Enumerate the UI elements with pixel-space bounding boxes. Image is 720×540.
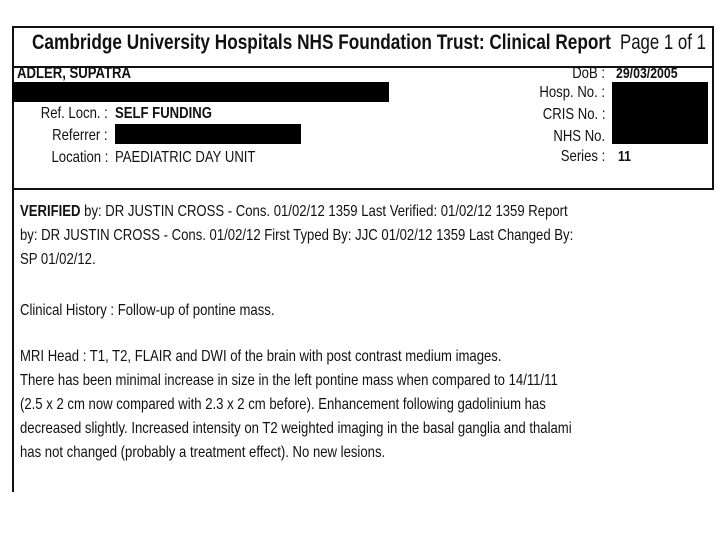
redacted-address [12, 82, 389, 102]
report-header-box [12, 26, 714, 68]
patient-details-box [12, 66, 714, 190]
dob-value: 29/03/2005 [616, 65, 678, 82]
ref-locn-label: Ref. Locn. : [40, 105, 108, 122]
series-label: Series : [560, 148, 605, 165]
report-body-border [12, 188, 14, 492]
verified-line-3: SP 01/02/12. [20, 251, 96, 268]
location-label: Location : [51, 149, 108, 166]
hosp-no-label: Hosp. No. : [539, 84, 605, 101]
verified-line-2: by: DR JUSTIN CROSS - Cons. 01/02/12 Fir… [20, 227, 574, 244]
findings-line: MRI Head : T1, T2, FLAIR and DWI of the … [20, 348, 502, 365]
patient-name: ADLER, SUPATRA [17, 65, 131, 82]
verification-block: VERIFIED by: DR JUSTIN CROSS - Cons. 01/… [20, 200, 573, 272]
findings-line: has not changed (probably a treatment ef… [20, 444, 386, 461]
verified-line-1: VERIFIED by: DR JUSTIN CROSS - Cons. 01/… [20, 203, 568, 220]
redacted-referrer [115, 124, 301, 144]
page-indicator: Page 1 of 1 [620, 31, 706, 54]
cris-no-label: CRIS No. : [542, 106, 605, 123]
ref-locn-value: SELF FUNDING [115, 105, 212, 122]
findings-line: (2.5 x 2 cm now compared with 2.3 x 2 cm… [20, 396, 546, 413]
report-title: Cambridge University Hospitals NHS Found… [32, 31, 611, 54]
redacted-numbers [612, 82, 708, 144]
nhs-no-label: NHS No. [553, 128, 605, 145]
series-value: 11 [618, 148, 632, 165]
findings-line: There has been minimal increase in size … [20, 372, 558, 389]
location-value: PAEDIATRIC DAY UNIT [115, 149, 256, 166]
findings-line: decreased slightly. Increased intensity … [20, 420, 572, 437]
dob-label: DoB : [572, 65, 605, 82]
findings: MRI Head : T1, T2, FLAIR and DWI of the … [20, 345, 572, 465]
clinical-history: Clinical History : Follow-up of pontine … [20, 302, 275, 319]
referrer-label: Referrer : [52, 127, 108, 144]
